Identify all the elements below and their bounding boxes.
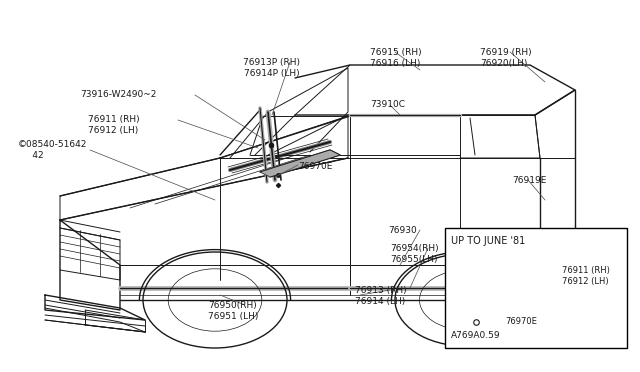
Text: 76919E: 76919E — [512, 176, 547, 185]
Text: 76970E: 76970E — [505, 317, 537, 327]
Polygon shape — [260, 150, 340, 177]
Text: 76915 (RH)
76916 (LH): 76915 (RH) 76916 (LH) — [370, 48, 422, 68]
Text: A769A0.59: A769A0.59 — [451, 331, 500, 340]
Text: 76930: 76930 — [388, 226, 417, 235]
Text: ©08540-51642
     42: ©08540-51642 42 — [18, 140, 88, 160]
Bar — [445, 228, 627, 348]
Text: 76911 (RH)
76912 (LH): 76911 (RH) 76912 (LH) — [88, 115, 140, 135]
Text: 73916-W2490~2: 73916-W2490~2 — [80, 90, 156, 99]
Text: 76911 (RH)
76912 (LH): 76911 (RH) 76912 (LH) — [562, 266, 610, 286]
Text: 73910C: 73910C — [370, 100, 405, 109]
Text: 76970E: 76970E — [298, 162, 332, 171]
Text: 76954(RH)
76955(LH): 76954(RH) 76955(LH) — [390, 244, 438, 264]
Text: 76919 (RH)
76920(LH): 76919 (RH) 76920(LH) — [480, 48, 532, 68]
Text: 76913 (RH)
76914 (LH): 76913 (RH) 76914 (LH) — [355, 286, 406, 306]
Text: 76913P (RH)
76914P (LH): 76913P (RH) 76914P (LH) — [243, 58, 301, 78]
Text: UP TO JUNE '81: UP TO JUNE '81 — [451, 236, 525, 246]
Text: 76950(RH)
76951 (LH): 76950(RH) 76951 (LH) — [208, 301, 259, 321]
